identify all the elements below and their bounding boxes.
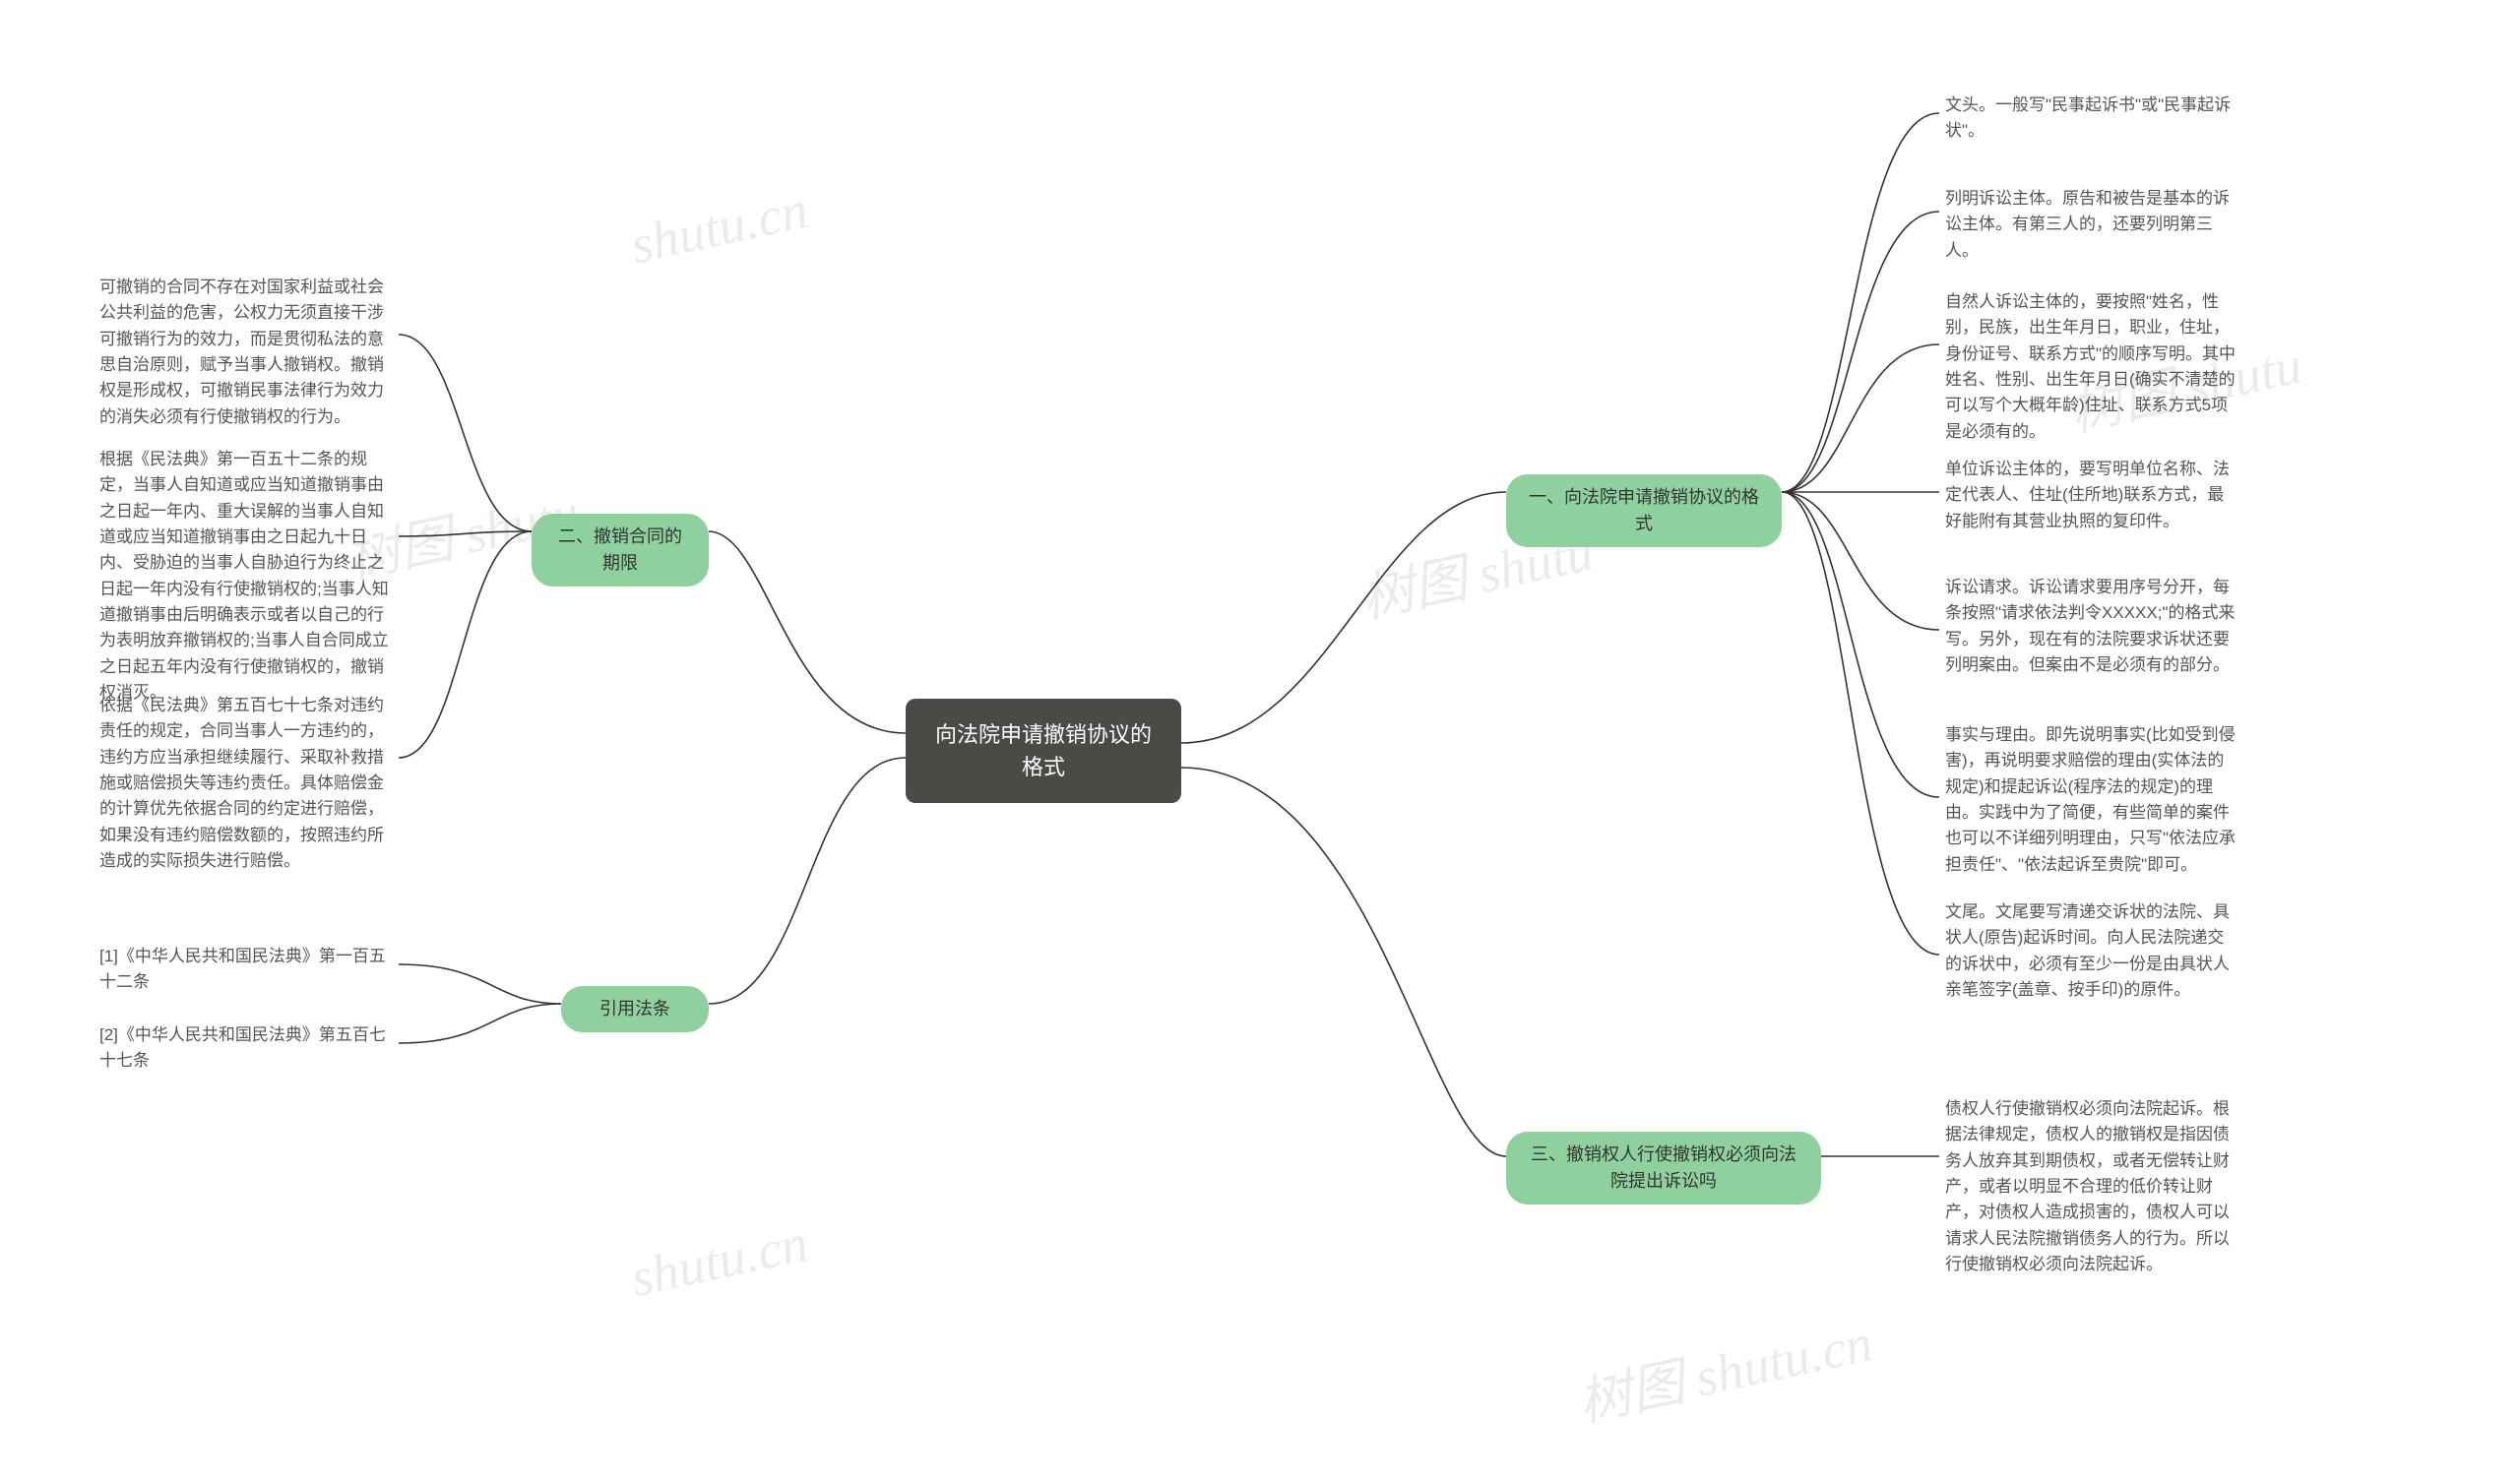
watermark: shutu.cn <box>626 179 813 276</box>
leaf-b2-1: 可撤销的合同不存在对国家利益或社会公共利益的危害，公权力无须直接干涉可撤销行为的… <box>94 271 399 434</box>
leaf-b4-2: [2]《中华人民共和国民法典》第五百七十七条 <box>94 1019 399 1079</box>
leaf-b1-2: 列明诉讼主体。原告和被告是基本的诉讼主体。有第三人的，还要列明第三人。 <box>1939 182 2244 268</box>
leaf-b1-3: 自然人诉讼主体的，要按照"姓名，性别，民族，出生年月日，职业，住址，身份证号、联… <box>1939 285 2244 449</box>
branch-period[interactable]: 二、撤销合同的期限 <box>532 514 709 587</box>
leaf-b1-4: 单位诉讼主体的，要写明单位名称、法定代表人、住址(住所地)联系方式，最好能附有其… <box>1939 453 2244 538</box>
watermark: 树图 shutu.cn <box>1570 1298 1878 1436</box>
leaf-b1-6: 事实与理由。即先说明事实(比如受到侵害)，再说明要求赔偿的理由(实体法的规定)和… <box>1939 718 2244 882</box>
leaf-b2-3: 依据《民法典》第五百七十七条对违约责任的规定，合同当事人一方违约的，违约方应当承… <box>94 689 399 878</box>
leaf-b1-1: 文头。一般写"民事起诉书"或"民事起诉状"。 <box>1939 89 2244 149</box>
leaf-b1-7: 文尾。文尾要写清递交诉状的法院、具状人(原告)起诉时间。向人民法院递交的诉状中，… <box>1939 896 2244 1007</box>
branch-citations[interactable]: 引用法条 <box>561 986 709 1032</box>
mindmap-canvas: shutu.cn 树图 shutu 树图 shutu 树图 shutu shut… <box>0 0 2520 1483</box>
leaf-b1-5: 诉讼请求。诉讼请求要用序号分开，每条按照"请求依法判令XXXXX;"的格式来写。… <box>1939 571 2244 682</box>
leaf-b4-1: [1]《中华人民共和国民法典》第一百五十二条 <box>94 940 399 1000</box>
leaf-b3-1: 债权人行使撤销权必须向法院起诉。根据法律规定，债权人的撤销权是指因债务人放弃其到… <box>1939 1092 2244 1281</box>
watermark: shutu.cn <box>626 1212 813 1309</box>
root-node[interactable]: 向法院申请撤销协议的格式 <box>906 699 1181 803</box>
leaf-b2-2: 根据《民法典》第一百五十二条的规定，当事人自知道或应当知道撤销事由之日起一年内、… <box>94 443 399 710</box>
branch-lawsuit[interactable]: 三、撤销权人行使撤销权必须向法院提出诉讼吗 <box>1506 1132 1821 1205</box>
branch-format[interactable]: 一、向法院申请撤销协议的格式 <box>1506 474 1782 547</box>
